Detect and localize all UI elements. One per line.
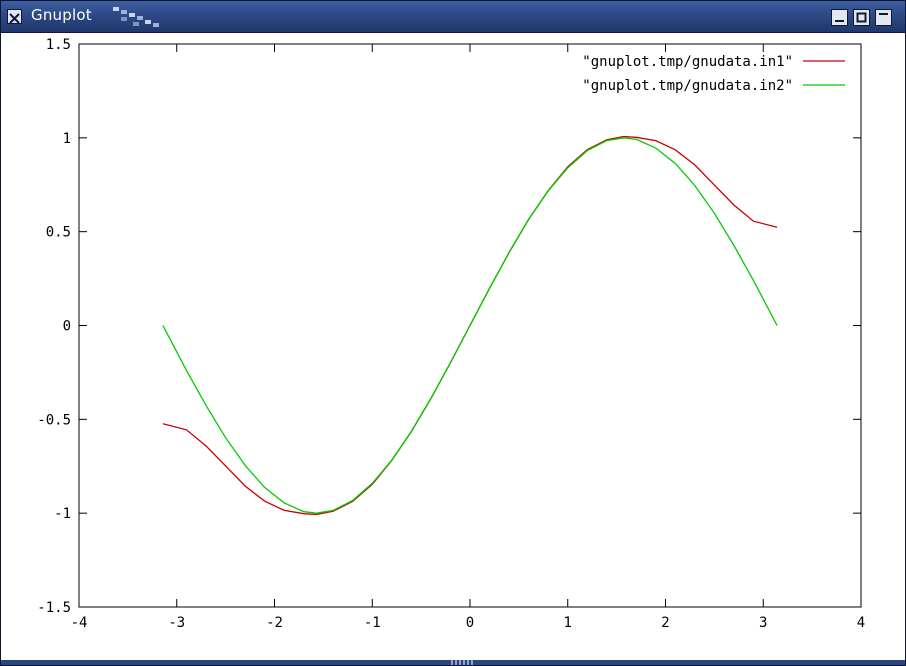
- title-bar[interactable]: Gnuplot: [1, 1, 905, 33]
- shade-button[interactable]: [875, 9, 892, 26]
- x-tick-label: 2: [661, 615, 669, 631]
- x-tick-label: 1: [564, 615, 572, 631]
- y-tick-label: 0.5: [46, 225, 71, 241]
- y-tick-label: -0.5: [37, 412, 71, 428]
- legend-label-2: "gnuplot.tmp/gnudata.in2": [582, 78, 793, 94]
- legend-label-1: "gnuplot.tmp/gnudata.in1": [582, 54, 793, 70]
- minimize-icon: [835, 20, 844, 22]
- y-tick-label: -1: [54, 506, 71, 522]
- plot-area: -4 -3 -2 -1 0 1 2 3 4 -1.5 -1 -0.5 0 0.5 1 1.5 "gnuplot.…: [3, 34, 903, 659]
- maximize-icon: [856, 12, 867, 23]
- x-tick-label: -3: [168, 615, 185, 631]
- titlebar-pattern-decoration: [113, 7, 159, 27]
- y-tick-label: -1.5: [37, 600, 71, 616]
- x-tick-label: -2: [266, 615, 283, 631]
- x-tick-label: 3: [759, 615, 767, 631]
- close-x-icon[interactable]: [7, 9, 22, 24]
- x-tick-label: 4: [857, 615, 865, 631]
- series-line-2: [162, 137, 778, 514]
- y-tick-label: 1: [63, 131, 71, 147]
- maximize-button[interactable]: [853, 9, 870, 26]
- y-tick-label: 0: [63, 319, 71, 335]
- x-tick-label: 0: [466, 615, 474, 631]
- line-chart: -4 -3 -2 -1 0 1 2 3 4 -1.5 -1 -0.5 0 0.5 1 1.5 "gnuplot.…: [37, 37, 865, 631]
- x-tick-label: -1: [364, 615, 381, 631]
- y-tick-label: 1.5: [46, 37, 71, 53]
- minimize-button[interactable]: [831, 9, 848, 26]
- shade-icon: [879, 13, 888, 15]
- resize-grip[interactable]: [451, 660, 473, 665]
- x-tick-label: -4: [71, 615, 88, 631]
- window-title: Gnuplot: [31, 6, 92, 24]
